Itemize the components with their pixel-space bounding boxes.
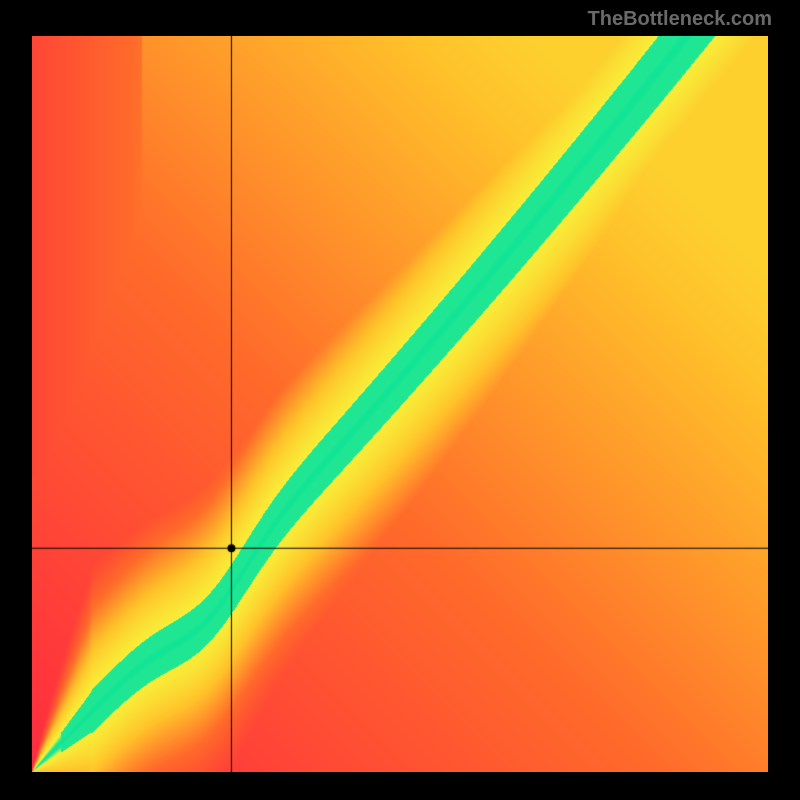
chart-container: TheBottleneck.com — [0, 0, 800, 800]
watermark-text: TheBottleneck.com — [588, 8, 772, 31]
heatmap-canvas — [32, 36, 768, 772]
plot-area — [32, 36, 768, 772]
